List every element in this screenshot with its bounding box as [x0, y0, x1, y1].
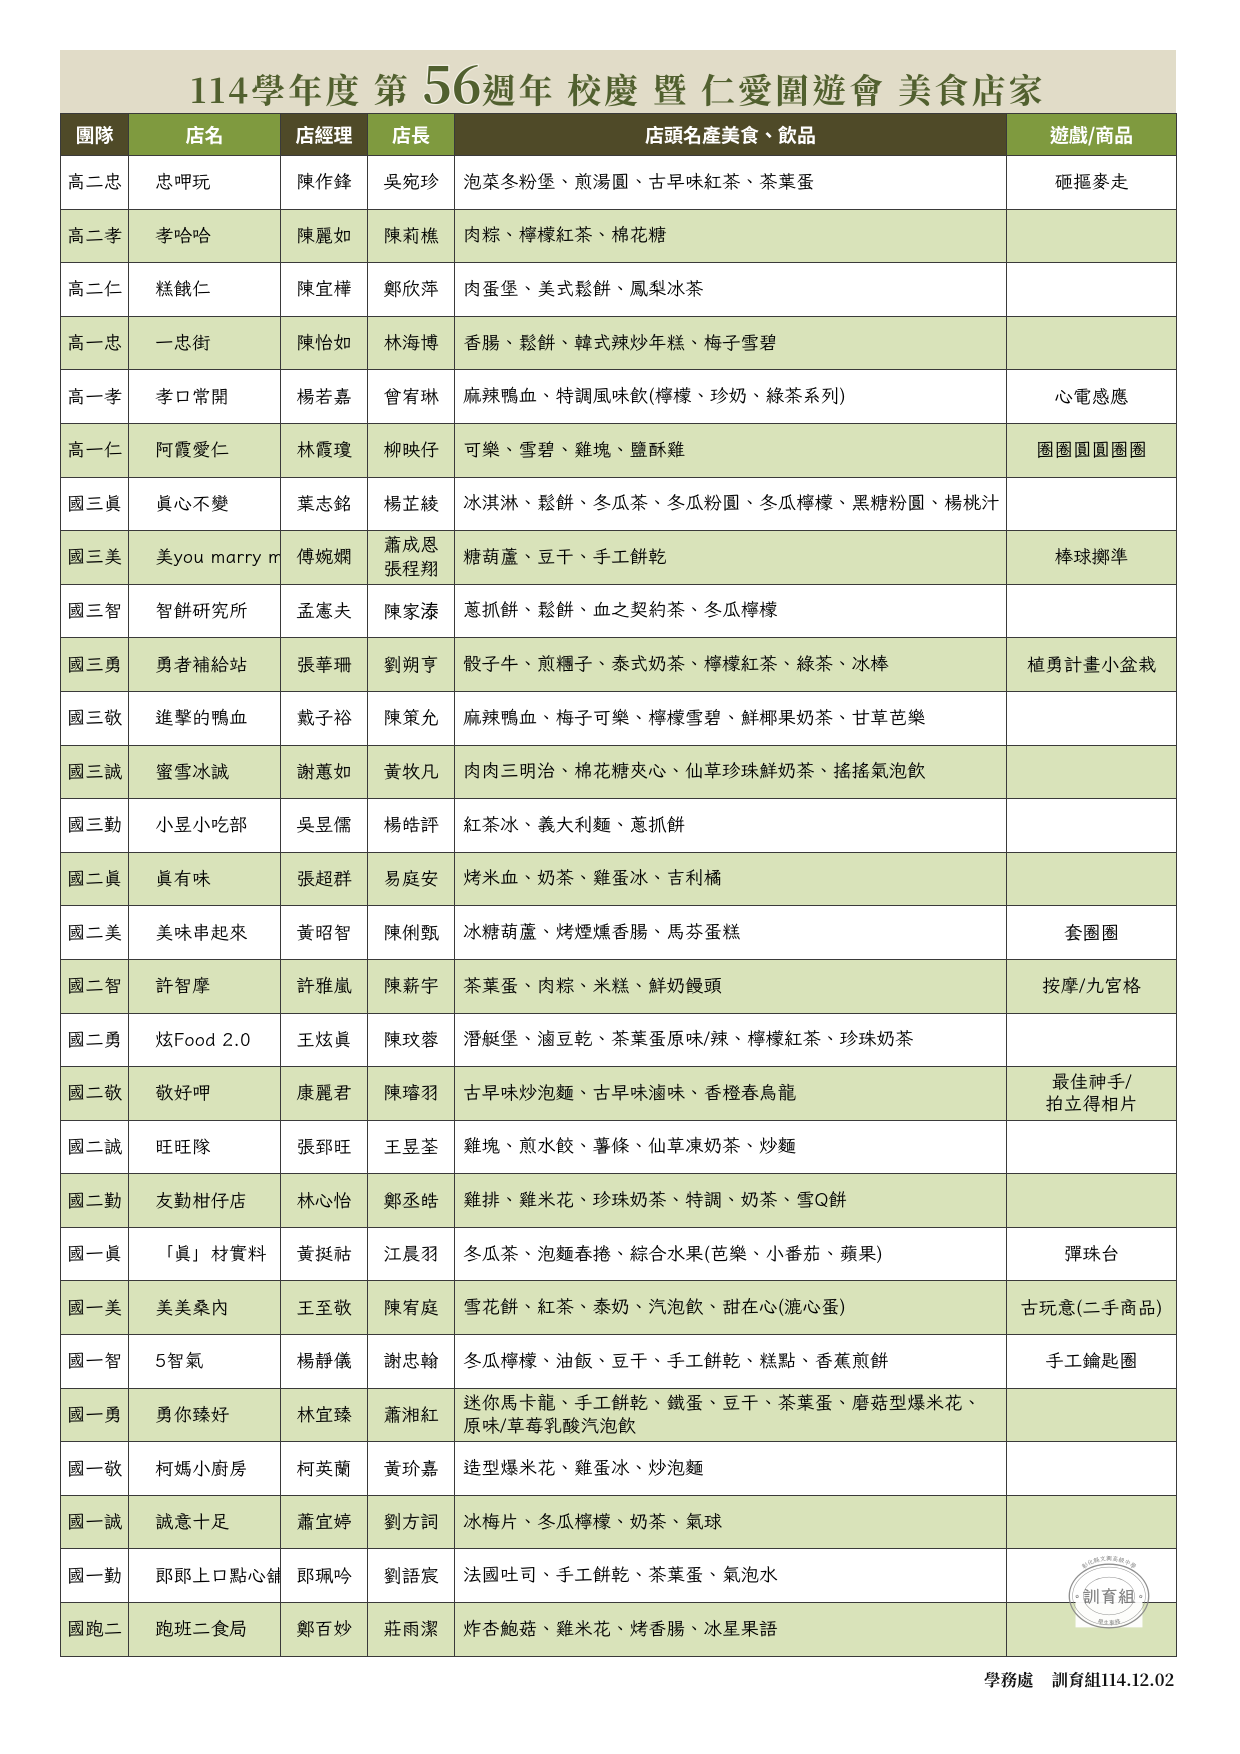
svg-text:✿: ✿ [1139, 1594, 1143, 1599]
svg-text:訓育組: 訓育組 [1083, 1585, 1136, 1608]
svg-text:✿: ✿ [1075, 1594, 1079, 1599]
